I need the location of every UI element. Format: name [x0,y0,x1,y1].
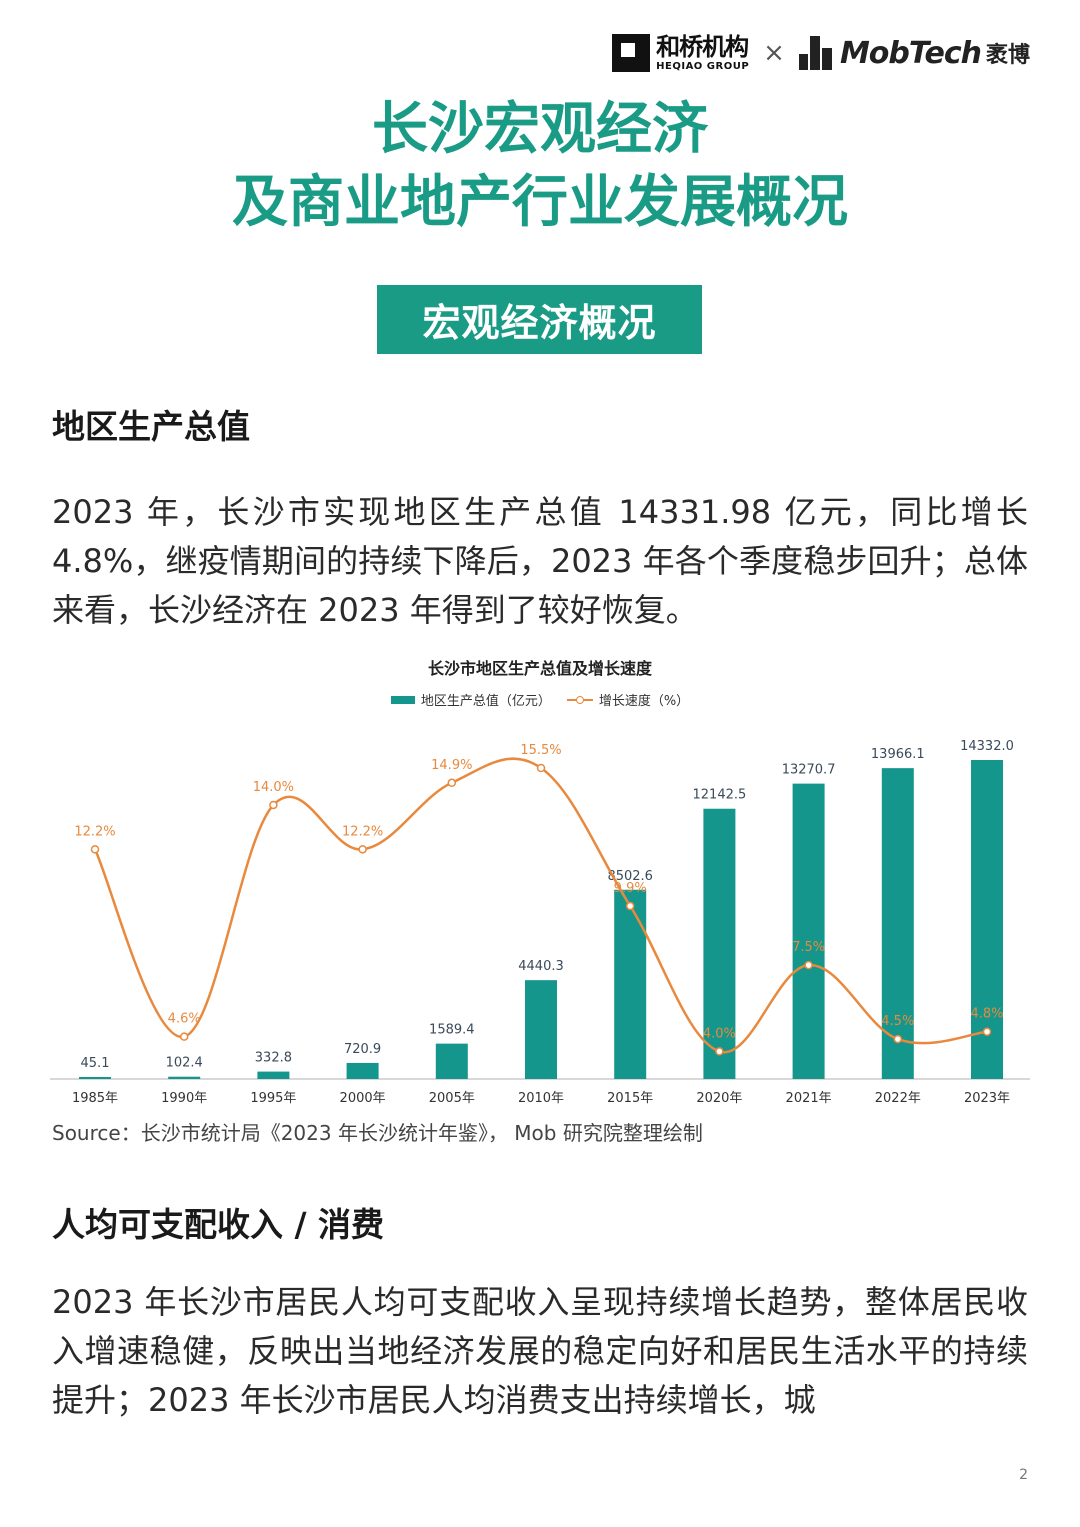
source-note: Source：长沙市统计局《2023 年长沙统计年鉴》， Mob 研究院整理绘制 [52,1121,703,1145]
growth-point-5 [536,763,546,773]
x-tick-label-2: 1995年 [250,1091,296,1106]
income-heading: 人均可支配收入 / 消费 [52,1205,385,1244]
bar-value-label-8: 13270.7 [782,763,836,778]
heqiao-logo-mark-icon [612,34,651,72]
bar-value-label-1: 102.4 [166,1056,203,1071]
growth-value-label-0: 12.2% [74,824,115,839]
growth-value-label-1: 4.6% [168,1012,201,1027]
page-title-line2: 及商业地产行业发展概况 [232,170,848,235]
bar-3 [346,1062,379,1079]
bar-value-label-10: 14332.0 [960,739,1014,754]
heqiao-logo-cn: 和桥机构 [656,32,749,61]
mobtech-logo-mark-icon [798,36,835,70]
bar-value-label-2: 332.8 [255,1051,292,1066]
heqiao-logo-en: HEQIAO GROUP [656,60,750,72]
mobtech-logo: MobTech 袤博 [798,35,1030,71]
legend-swatch-bar [390,695,415,704]
growth-point-3 [358,845,367,854]
bar-value-label-7: 12142.5 [693,788,747,803]
page-title-line1: 长沙宏观经济 [372,97,708,162]
legend-item-gdp: 地区生产总值（亿元） [390,690,551,709]
x-tick-label-7: 2020年 [696,1091,742,1106]
x-tick-label-4: 2005年 [429,1091,475,1106]
legend-label-gdp: 地区生产总值（亿元） [420,694,551,709]
bar-value-label-3: 720.9 [344,1042,381,1057]
bar-value-label-0: 45.1 [81,1056,110,1071]
bar-value-label-6: 8502.6 [607,869,653,884]
section-banner: 宏观经济概况 [377,285,702,354]
x-tick-label-8: 2021年 [786,1091,832,1106]
growth-value-label-7: 4.0% [703,1026,736,1041]
chart-legend: 地区生产总值（亿元） 增长速度（%） [0,690,1080,709]
growth-point-1 [179,1032,189,1041]
x-tick-label-9: 2022年 [875,1091,921,1106]
bar-2 [257,1071,290,1079]
chart-title: 长沙市地区生产总值及增长速度 [427,659,652,678]
x-tick-label-0: 1985年 [72,1091,118,1106]
growth-value-label-3: 12.2% [342,824,383,839]
growth-value-label-10: 4.8% [970,1007,1003,1022]
bar-5 [525,980,557,1079]
mobtech-logo-name: MobTech [839,35,982,71]
gdp-paragraph: 2023 年，长沙市实现地区生产总值 14331.98 亿元，同比增长 4.8%… [52,493,1028,629]
growth-value-label-4: 14.9% [431,758,472,773]
growth-point-7 [715,1047,724,1056]
growth-point-9 [893,1034,903,1044]
x-tick-label-10: 2023年 [964,1091,1010,1106]
mobtech-logo-cn: 袤博 [985,43,1030,68]
growth-value-label-5: 15.5% [520,743,561,758]
bar-10 [971,760,1003,1079]
income-paragraph: 2023 年长沙市居民人均可支配收入呈现持续增长趋势，整体居民收入增速稳健，反映… [52,1283,1028,1419]
growth-value-label-9: 4.5% [881,1014,914,1029]
heqiao-logo: 和桥机构 HEQIAO GROUP [612,34,749,72]
growth-point-2 [269,800,278,810]
growth-value-label-6: 9.9% [614,881,647,896]
legend-item-growth: 增长速度（%） [566,690,690,709]
gdp-heading: 地区生产总值 [52,407,250,446]
bar-8 [792,783,825,1079]
bar-0 [79,1077,111,1079]
growth-point-8 [804,960,813,970]
x-tick-label-6: 2015年 [607,1091,653,1106]
growth-value-label-2: 14.0% [253,780,294,795]
logo-separator: × [763,38,785,68]
bar-6 [614,889,647,1079]
bar-9 [881,768,914,1079]
bar-4 [435,1043,468,1079]
growth-point-10 [982,1027,992,1036]
growth-point-6 [625,901,635,911]
page-number: 2 [1019,1467,1028,1483]
bar-7 [703,808,736,1079]
legend-label-growth: 增长速度（%） [598,694,690,709]
bar-value-label-5: 4440.3 [518,959,564,974]
bar-1 [168,1076,201,1079]
bar-value-label-4: 1589.4 [429,1023,475,1038]
x-tick-label-1: 1990年 [161,1091,207,1106]
x-tick-label-3: 2000年 [340,1091,386,1106]
x-tick-label-5: 2010年 [518,1091,564,1106]
growth-value-label-8: 7.5% [792,940,825,955]
growth-point-4 [447,778,457,788]
legend-swatch-line [566,695,593,705]
bar-value-label-9: 13966.1 [871,747,925,762]
header-logos: 和桥机构 HEQIAO GROUP × MobTech 袤博 [612,28,1030,78]
growth-point-0 [90,845,100,854]
